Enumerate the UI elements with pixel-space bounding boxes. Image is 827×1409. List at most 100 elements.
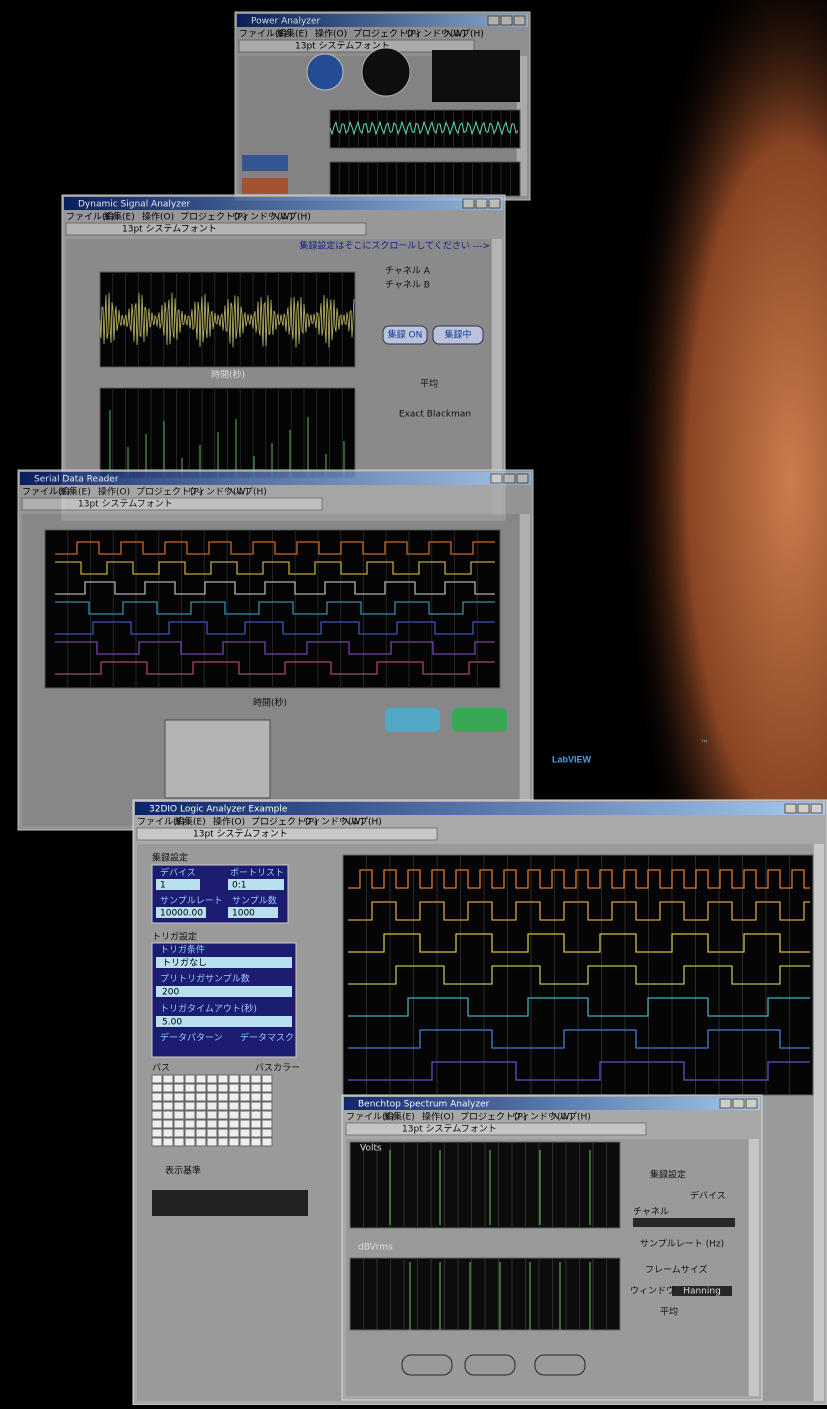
title-button[interactable] [732, 1098, 745, 1109]
menu-item[interactable]: 編集(E) [104, 211, 135, 223]
checkbox[interactable] [206, 1110, 218, 1120]
checkbox[interactable] [239, 1083, 251, 1093]
checkbox[interactable] [173, 1092, 185, 1102]
checkbox[interactable] [217, 1110, 229, 1120]
button[interactable] [401, 1354, 453, 1376]
checkbox[interactable] [206, 1083, 218, 1093]
checkbox[interactable] [250, 1092, 262, 1102]
checkbox[interactable] [228, 1110, 240, 1120]
menu-item[interactable]: ファイル(F) [346, 1113, 394, 1123]
checkbox[interactable] [228, 1101, 240, 1111]
button[interactable] [242, 178, 288, 194]
button[interactable] [534, 1354, 586, 1376]
checkbox[interactable] [184, 1101, 196, 1111]
checkbox[interactable] [217, 1101, 229, 1111]
checkbox[interactable] [173, 1083, 185, 1093]
checkbox[interactable] [184, 1137, 196, 1147]
button[interactable] [242, 155, 288, 171]
title-button[interactable] [516, 473, 529, 484]
checkbox[interactable] [195, 1092, 207, 1102]
button[interactable] [464, 1354, 516, 1376]
title-button[interactable] [462, 198, 475, 209]
button[interactable] [385, 708, 440, 732]
checkbox[interactable] [195, 1101, 207, 1111]
menu-item[interactable]: ウィンドウ(W) [188, 487, 249, 498]
checkbox[interactable] [250, 1101, 262, 1111]
checkbox[interactable] [261, 1119, 273, 1129]
checkbox[interactable] [206, 1101, 218, 1111]
checkbox[interactable] [151, 1101, 163, 1111]
checkbox[interactable] [217, 1074, 229, 1084]
checkbox[interactable] [162, 1137, 174, 1147]
menu-item[interactable]: ヘルプ(H) [550, 1112, 591, 1123]
title-button[interactable] [487, 15, 500, 26]
checkbox[interactable] [239, 1110, 251, 1120]
checkbox[interactable] [250, 1137, 262, 1147]
checkbox[interactable] [239, 1101, 251, 1111]
checkbox[interactable] [184, 1074, 196, 1084]
title-button[interactable] [513, 15, 526, 26]
checkbox[interactable] [261, 1128, 273, 1138]
checkbox[interactable] [228, 1083, 240, 1093]
title-button[interactable] [797, 803, 810, 814]
title-button[interactable] [488, 198, 501, 209]
checkbox[interactable] [162, 1074, 174, 1084]
checkbox[interactable] [162, 1119, 174, 1129]
menu-item[interactable]: プロジェクト(P) [136, 487, 202, 498]
title-button[interactable] [784, 803, 797, 814]
checkbox[interactable] [261, 1083, 273, 1093]
checkbox[interactable] [151, 1128, 163, 1138]
checkbox[interactable] [195, 1119, 207, 1129]
checkbox[interactable] [173, 1101, 185, 1111]
menu-item[interactable]: 操作(O) [98, 486, 130, 498]
checkbox[interactable] [261, 1110, 273, 1120]
menu-item[interactable]: ウィンドウ(W) [232, 212, 293, 223]
button[interactable] [382, 325, 428, 345]
button[interactable] [452, 708, 507, 732]
checkbox[interactable] [173, 1128, 185, 1138]
checkbox[interactable] [250, 1083, 262, 1093]
menu-item[interactable]: 編集(E) [277, 28, 308, 40]
menu-item[interactable]: 操作(O) [315, 28, 347, 40]
menu-item[interactable]: 操作(O) [213, 816, 245, 828]
checkbox[interactable] [151, 1083, 163, 1093]
checkbox[interactable] [217, 1083, 229, 1093]
checkbox[interactable] [239, 1119, 251, 1129]
checkbox[interactable] [162, 1128, 174, 1138]
checkbox[interactable] [239, 1092, 251, 1102]
checkbox[interactable] [250, 1074, 262, 1084]
menu-item[interactable]: 編集(E) [384, 1111, 415, 1123]
menu-item[interactable]: ファイル(F) [22, 488, 70, 498]
checkbox[interactable] [250, 1110, 262, 1120]
checkbox[interactable] [206, 1092, 218, 1102]
menu-item[interactable]: ヘルプ(H) [226, 487, 267, 498]
checkbox[interactable] [151, 1119, 163, 1129]
checkbox[interactable] [217, 1092, 229, 1102]
checkbox[interactable] [195, 1110, 207, 1120]
title-button[interactable] [745, 1098, 758, 1109]
menu-item[interactable]: 編集(E) [60, 486, 91, 498]
checkbox[interactable] [206, 1137, 218, 1147]
checkbox[interactable] [206, 1074, 218, 1084]
checkbox[interactable] [173, 1110, 185, 1120]
checkbox[interactable] [184, 1110, 196, 1120]
menu-item[interactable]: プロジェクト(P) [353, 29, 419, 40]
menu-item[interactable]: ファイル(F) [239, 30, 287, 40]
checkbox[interactable] [195, 1137, 207, 1147]
checkbox[interactable] [228, 1128, 240, 1138]
checkbox[interactable] [151, 1110, 163, 1120]
menu-item[interactable]: プロジェクト(P) [180, 212, 246, 223]
menu-item[interactable]: プロジェクト(P) [251, 817, 317, 828]
checkbox[interactable] [151, 1092, 163, 1102]
checkbox[interactable] [184, 1092, 196, 1102]
checkbox[interactable] [206, 1128, 218, 1138]
checkbox[interactable] [173, 1137, 185, 1147]
checkbox[interactable] [173, 1119, 185, 1129]
title-button[interactable] [475, 198, 488, 209]
title-button[interactable] [500, 15, 513, 26]
title-button[interactable] [719, 1098, 732, 1109]
checkbox[interactable] [239, 1137, 251, 1147]
checkbox[interactable] [162, 1110, 174, 1120]
menu-item[interactable]: ウィンドウ(W) [303, 817, 364, 828]
checkbox[interactable] [184, 1128, 196, 1138]
